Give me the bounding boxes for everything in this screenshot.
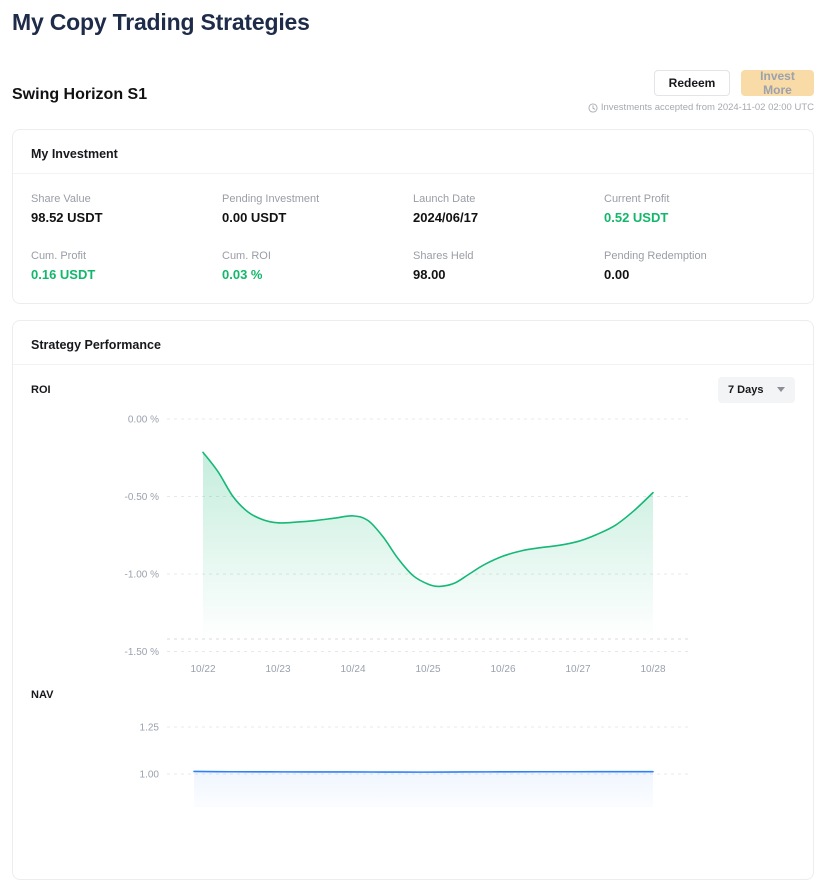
divider	[13, 364, 813, 365]
investment-notice-text: Investments accepted from 2024-11-02 02:…	[600, 102, 814, 113]
time-range-value: 7 Days	[728, 383, 764, 396]
stat-shares-held: Shares Held 98.00	[413, 250, 474, 282]
nav-chart-label: NAV	[31, 689, 54, 701]
stat-pending-investment: Pending Investment 0.00 USDT	[222, 193, 320, 225]
svg-text:1.25: 1.25	[140, 723, 160, 734]
svg-text:10/26: 10/26	[490, 664, 515, 675]
stat-pending-redemption: Pending Redemption 0.00	[604, 250, 707, 282]
investment-notice: Investments accepted from 2024-11-02 02:…	[588, 102, 814, 113]
stat-share-value: Share Value 98.52 USDT	[31, 193, 103, 225]
strategy-name: Swing Horizon S1	[12, 86, 148, 103]
strategy-performance-card: Strategy Performance ROI 7 Days 0.00 % -0…	[12, 320, 814, 880]
svg-text:0.00 %: 0.00 %	[128, 415, 159, 426]
svg-text:-1.50 %: -1.50 %	[125, 647, 160, 658]
svg-text:10/24: 10/24	[340, 664, 365, 675]
investment-stats-grid: Share Value 98.52 USDT Pending Investmen…	[13, 174, 813, 303]
invest-more-button[interactable]: Invest More	[741, 69, 814, 97]
stat-launch-date: Launch Date 2024/06/17	[413, 193, 479, 225]
page-title: My Copy Trading Strategies	[12, 9, 310, 35]
svg-text:1.00: 1.00	[140, 770, 160, 781]
strategy-header: Swing Horizon S1 Redeem Invest More Inve…	[12, 69, 814, 120]
redeem-button[interactable]: Redeem	[654, 70, 730, 96]
stat-current-profit: Current Profit 0.52 USDT	[604, 193, 670, 225]
svg-text:10/28: 10/28	[640, 664, 665, 675]
svg-text:10/27: 10/27	[565, 664, 590, 675]
svg-text:10/25: 10/25	[415, 664, 440, 675]
copy-trading-page: My Copy Trading Strategies Swing Horizon…	[12, 9, 814, 880]
stat-cum-roi: Cum. ROI 0.03 %	[222, 250, 271, 282]
clock-icon	[588, 102, 598, 113]
svg-text:10/22: 10/22	[190, 664, 215, 675]
svg-text:-1.00 %: -1.00 %	[125, 570, 160, 581]
roi-chart-label: ROI	[31, 383, 51, 396]
svg-text:10/23: 10/23	[265, 664, 290, 675]
stat-cum-profit: Cum. Profit 0.16 USDT	[31, 250, 96, 282]
roi-chart[interactable]: 0.00 % -0.50 % -1.00 % -1.50 % 10/22 10/23 10/…	[13, 411, 811, 683]
divider	[13, 173, 813, 174]
svg-text:-0.50 %: -0.50 %	[125, 492, 160, 503]
my-investment-card: My Investment Share Value 98.52 USDT Pen…	[12, 129, 814, 304]
strategy-performance-title: Strategy Performance	[31, 338, 161, 352]
chevron-down-icon	[777, 387, 785, 392]
time-range-dropdown[interactable]: 7 Days	[718, 376, 795, 403]
strategy-actions: Redeem Invest More Investments accepted …	[588, 69, 814, 113]
nav-chart[interactable]: 1.25 1.00	[13, 711, 811, 807]
my-investment-title: My Investment	[31, 147, 118, 161]
